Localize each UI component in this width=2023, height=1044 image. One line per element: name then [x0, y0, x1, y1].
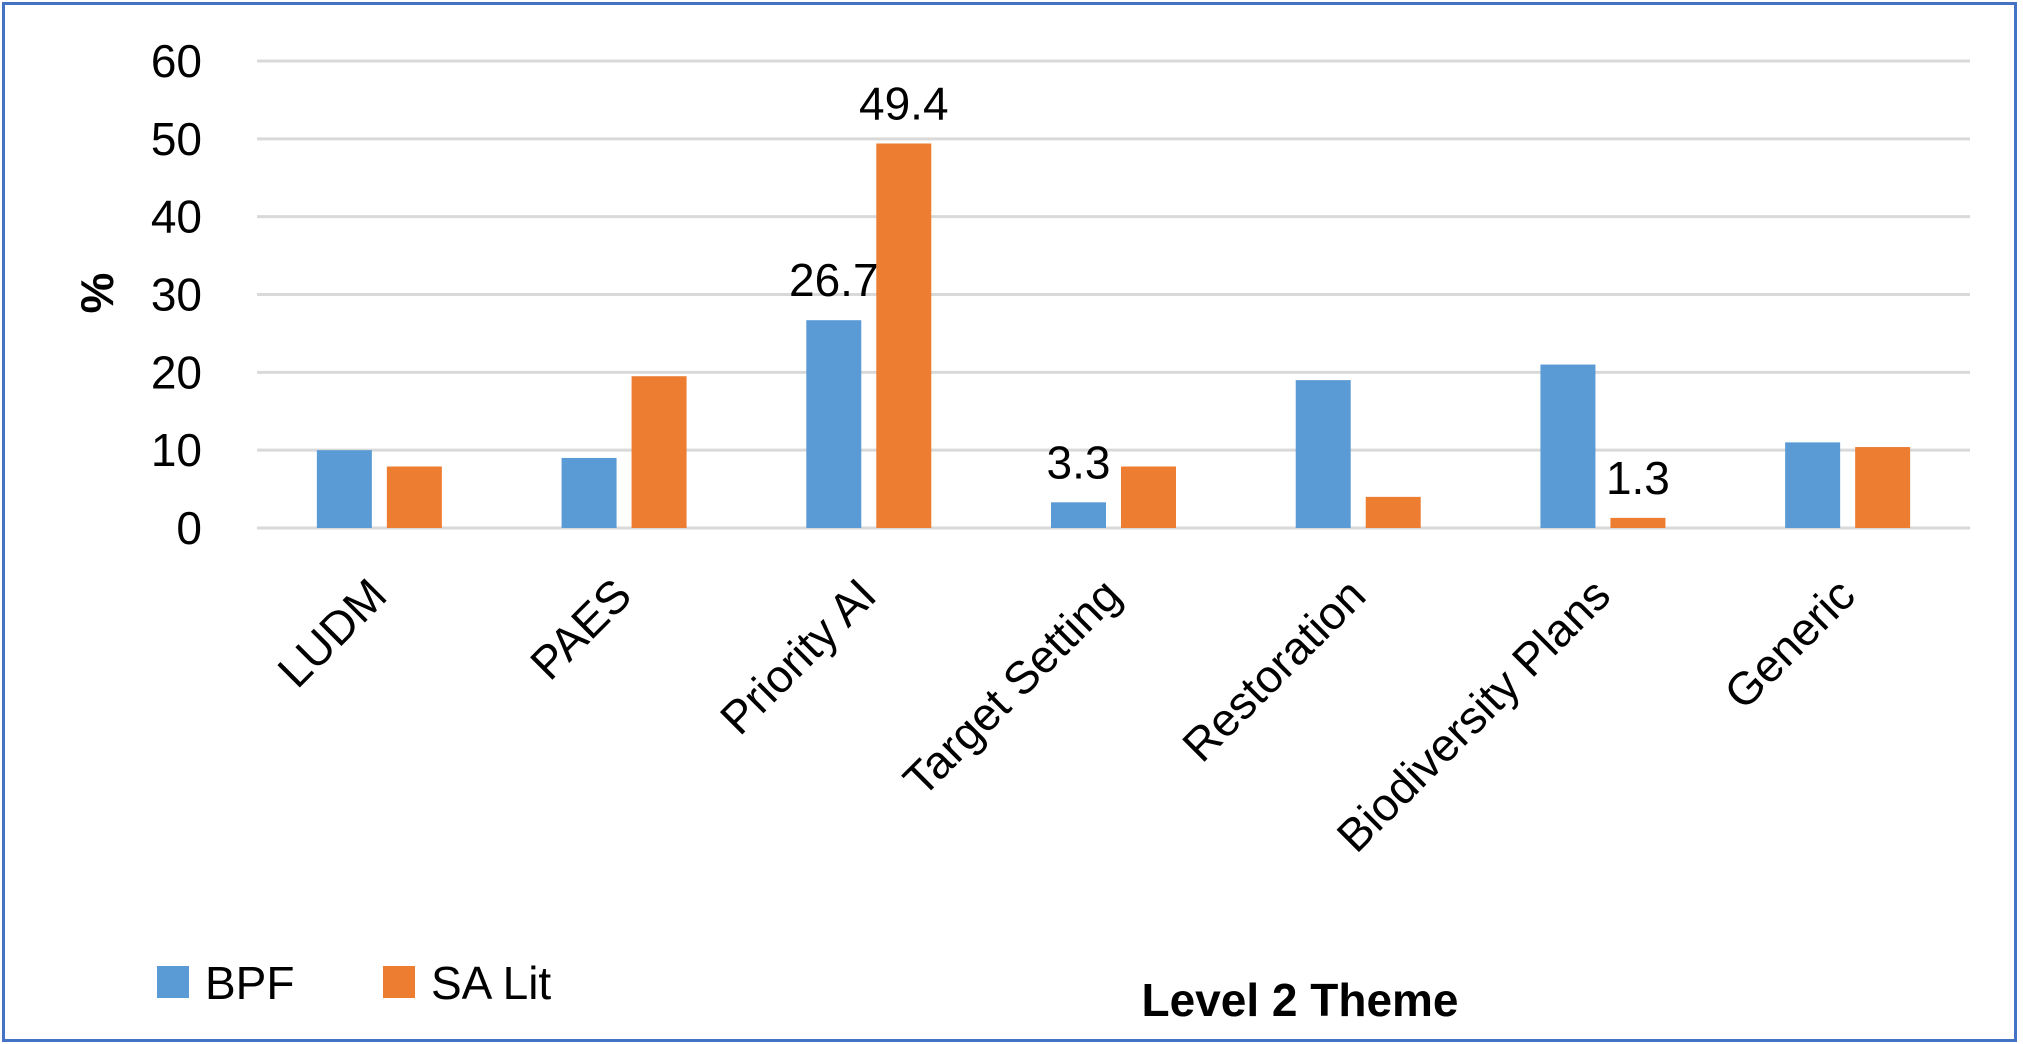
legend-swatch	[383, 966, 415, 998]
y-tick-label: 50	[151, 113, 202, 165]
legend: BPF SA Lit	[157, 957, 551, 1009]
bar-sa-lit	[1610, 517, 1666, 528]
x-category-label: Generic	[1714, 568, 1865, 719]
x-category-label: LUDM	[267, 568, 396, 697]
bar-bpf	[1295, 380, 1351, 528]
bar-bpf	[561, 457, 617, 528]
bar-bpf	[1540, 364, 1596, 528]
data-labels: 26.7 49.4 3.3 1.3	[789, 78, 1670, 504]
x-category-label: Target Setting	[893, 568, 1130, 805]
legend-label: BPF	[205, 957, 294, 1009]
bar-sa-lit	[386, 466, 442, 528]
bar-sa-lit	[876, 143, 932, 528]
bar-sa-lit	[631, 376, 687, 528]
legend-swatch	[157, 966, 189, 998]
x-category-label: Priority AI	[710, 568, 886, 744]
data-label: 49.4	[859, 78, 949, 130]
y-tick-label: 30	[151, 269, 202, 321]
bar-sa-lit	[1855, 447, 1911, 528]
bar-bpf	[1051, 502, 1106, 528]
data-label: 26.7	[789, 254, 879, 306]
y-tick-label: 40	[151, 191, 202, 243]
bar-sa-lit	[1121, 466, 1176, 528]
x-axis-title: Level 2 Theme	[1141, 974, 1458, 1026]
data-label: 1.3	[1606, 452, 1670, 504]
y-axis-ticks: 0 10 20 30 40 50 60	[151, 35, 202, 554]
bar-bpf	[806, 320, 862, 528]
data-label: 3.3	[1047, 436, 1111, 488]
legend-label: SA Lit	[431, 957, 551, 1009]
bar-sa-lit	[1365, 496, 1421, 528]
y-tick-label: 60	[151, 35, 202, 87]
x-axis-categories: LUDM PAES Priority AI Target Setting Restora…	[267, 568, 1864, 861]
y-tick-label: 10	[151, 424, 202, 476]
bar-bpf	[316, 450, 372, 528]
bars	[316, 143, 1911, 528]
y-tick-label: 20	[151, 346, 202, 398]
x-category-label: Restoration	[1172, 568, 1375, 771]
y-axis-title: %	[71, 273, 123, 314]
y-tick-label: 0	[176, 502, 202, 554]
gridlines	[257, 59, 1970, 530]
bar-bpf	[1785, 442, 1841, 528]
x-category-label: Biodiversity Plans	[1327, 568, 1620, 861]
x-category-label: PAES	[520, 568, 641, 689]
